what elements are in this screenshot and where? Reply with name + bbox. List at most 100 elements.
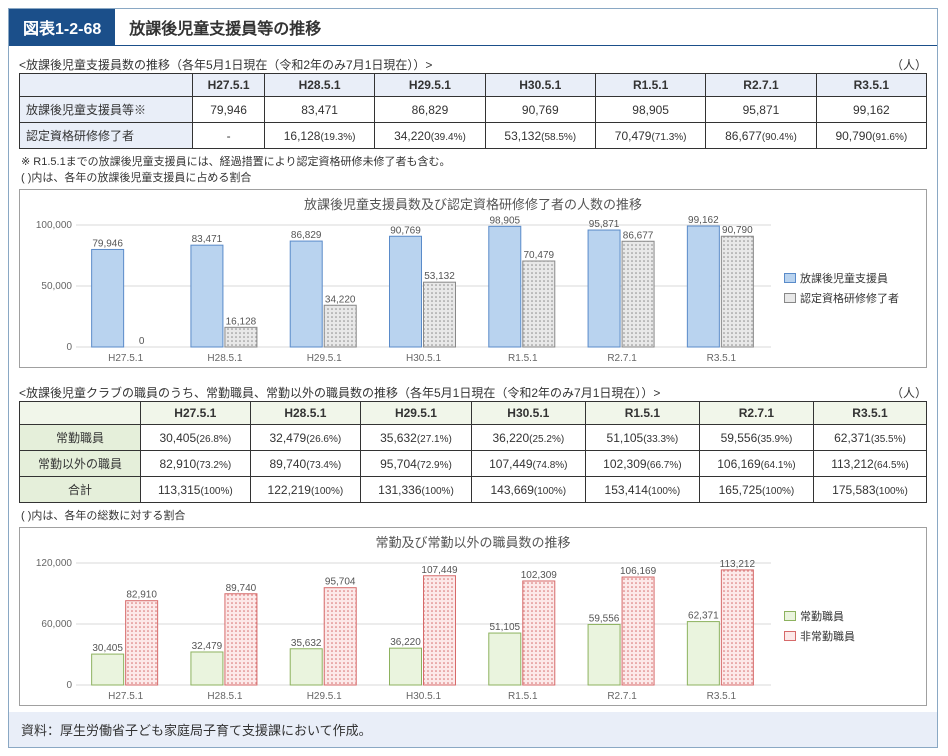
legend-label: 常勤職員 [800, 608, 844, 624]
table-cell: 153,414(100%) [585, 477, 699, 503]
table-rowhead: 合計 [20, 477, 141, 503]
section1-unit: （人） [891, 56, 927, 73]
section2-unit: （人） [891, 384, 927, 401]
table-col: H27.5.1 [141, 402, 251, 425]
table-cell: 89,740(73.4%) [250, 451, 361, 477]
table-cell: 102,309(66.7%) [585, 451, 699, 477]
svg-text:62,371: 62,371 [688, 611, 719, 622]
svg-text:R3.5.1: R3.5.1 [707, 691, 737, 702]
table-col [20, 402, 141, 425]
section1-caption: <放課後児童支援員数の推移（各年5月1日現在（令和2年のみ7月1日現在））> [19, 56, 432, 73]
figure-tag: 図表1-2-68 [9, 9, 115, 46]
table-cell: 113,212(64.5%) [813, 451, 926, 477]
figure-title: 放課後児童支援員等の推移 [115, 9, 937, 46]
section2-caption: <放課後児童クラブの職員のうち、常勤職員、常勤以外の職員数の推移（各年5月1日現… [19, 384, 660, 401]
table-cell: 107,449(74.8%) [471, 451, 585, 477]
source-note: 資料：厚生労働省子ども家庭局子育て支援課において作成。 [9, 712, 937, 747]
legend-item: 認定資格研修修了者 [784, 290, 899, 306]
chart1: 050,000100,000H27.5.179,9460H28.5.183,47… [26, 215, 776, 365]
table-col: H30.5.1 [471, 402, 585, 425]
svg-text:30,405: 30,405 [92, 643, 123, 654]
table-cell: 131,336(100%) [361, 477, 472, 503]
table-cell: 35,632(27.1%) [361, 425, 472, 451]
table-cell: 98,905 [595, 97, 705, 123]
table-cell: 53,132(58.5%) [485, 123, 595, 149]
table-cell: 82,910(73.2%) [141, 451, 251, 477]
svg-text:100,000: 100,000 [36, 220, 73, 231]
svg-text:H28.5.1: H28.5.1 [207, 353, 242, 364]
table-cell: 95,871 [706, 97, 816, 123]
svg-text:34,220: 34,220 [325, 294, 356, 305]
table1: H27.5.1H28.5.1H29.5.1H30.5.1R1.5.1R2.7.1… [19, 73, 927, 149]
table-cell: 175,583(100%) [813, 477, 926, 503]
table-col: H28.5.1 [250, 402, 361, 425]
svg-text:0: 0 [66, 680, 72, 691]
chart1-legend: 放課後児童支援員 認定資格研修修了者 [784, 270, 899, 310]
table-cell: 83,471 [264, 97, 374, 123]
table-col: H28.5.1 [264, 74, 374, 97]
table-col: H30.5.1 [485, 74, 595, 97]
svg-text:51,105: 51,105 [489, 622, 520, 633]
chart2-legend: 常勤職員 非常勤職員 [784, 608, 855, 648]
chart1-frame: 放課後児童支援員数及び認定資格研修修了者の人数の推移 050,000100,00… [19, 189, 927, 368]
table-col: H27.5.1 [193, 74, 265, 97]
svg-text:90,769: 90,769 [390, 225, 421, 236]
svg-text:70,479: 70,479 [523, 250, 554, 261]
table-cell: 36,220(25.2%) [471, 425, 585, 451]
table-rowhead: 認定資格研修修了者 [20, 123, 193, 149]
table-cell: 16,128(19.3%) [264, 123, 374, 149]
svg-text:95,871: 95,871 [589, 219, 620, 230]
table-cell: 86,677(90.4%) [706, 123, 816, 149]
svg-text:86,677: 86,677 [623, 230, 654, 241]
svg-text:H29.5.1: H29.5.1 [307, 353, 342, 364]
legend-label: 放課後児童支援員 [800, 270, 888, 286]
svg-text:H30.5.1: H30.5.1 [406, 353, 441, 364]
table-row: 常勤以外の職員82,910(73.2%)89,740(73.4%)95,704(… [20, 451, 927, 477]
table-cell: 113,315(100%) [141, 477, 251, 503]
svg-text:106,169: 106,169 [620, 566, 657, 577]
svg-text:113,212: 113,212 [720, 559, 756, 570]
svg-text:H27.5.1: H27.5.1 [108, 691, 143, 702]
svg-text:98,905: 98,905 [489, 215, 520, 226]
table-col: H29.5.1 [375, 74, 485, 97]
svg-text:R1.5.1: R1.5.1 [508, 353, 538, 364]
svg-text:99,162: 99,162 [688, 215, 719, 226]
svg-text:79,946: 79,946 [92, 238, 123, 249]
table-rowhead: 常勤以外の職員 [20, 451, 141, 477]
table-rowhead: 常勤職員 [20, 425, 141, 451]
svg-text:36,220: 36,220 [390, 637, 421, 648]
table-cell: - [193, 123, 265, 149]
chart2-title: 常勤及び常勤以外の職員数の推移 [26, 532, 920, 551]
table-cell: 165,725(100%) [699, 477, 813, 503]
table-cell: 143,669(100%) [471, 477, 585, 503]
table1-notes: ※ R1.5.1までの放課後児童支援員には、経過措置により認定資格研修未修了者も… [21, 153, 927, 185]
legend-label: 非常勤職員 [800, 628, 855, 644]
table-col: H29.5.1 [361, 402, 472, 425]
svg-text:16,128: 16,128 [226, 316, 257, 327]
chart1-title: 放課後児童支援員数及び認定資格研修修了者の人数の推移 [26, 194, 920, 213]
legend-item: 放課後児童支援員 [784, 270, 899, 286]
table2: H27.5.1H28.5.1H29.5.1H30.5.1R1.5.1R2.7.1… [19, 401, 927, 503]
svg-text:59,556: 59,556 [589, 613, 620, 624]
table-cell: 79,946 [193, 97, 265, 123]
svg-text:H28.5.1: H28.5.1 [207, 691, 242, 702]
table-cell: 34,220(39.4%) [375, 123, 485, 149]
svg-text:95,704: 95,704 [325, 577, 356, 588]
svg-text:53,132: 53,132 [424, 271, 455, 282]
table-col: R2.7.1 [706, 74, 816, 97]
svg-text:60,000: 60,000 [41, 619, 72, 630]
table-cell: 122,219(100%) [250, 477, 361, 503]
svg-text:82,910: 82,910 [126, 590, 157, 601]
table-col: R3.5.1 [813, 402, 926, 425]
table-row: 常勤職員30,405(26.8%)32,479(26.6%)35,632(27.… [20, 425, 927, 451]
table-cell: 90,769 [485, 97, 595, 123]
table-col: R3.5.1 [816, 74, 926, 97]
table-row: 認定資格研修修了者-16,128(19.3%)34,220(39.4%)53,1… [20, 123, 927, 149]
table-cell: 59,556(35.9%) [699, 425, 813, 451]
svg-text:R2.7.1: R2.7.1 [607, 691, 637, 702]
table2-notes: ( )内は、各年の総数に対する割合 [21, 507, 927, 523]
svg-text:89,740: 89,740 [226, 583, 257, 594]
svg-text:86,829: 86,829 [291, 230, 322, 241]
table-cell: 30,405(26.8%) [141, 425, 251, 451]
table-cell: 70,479(71.3%) [595, 123, 705, 149]
